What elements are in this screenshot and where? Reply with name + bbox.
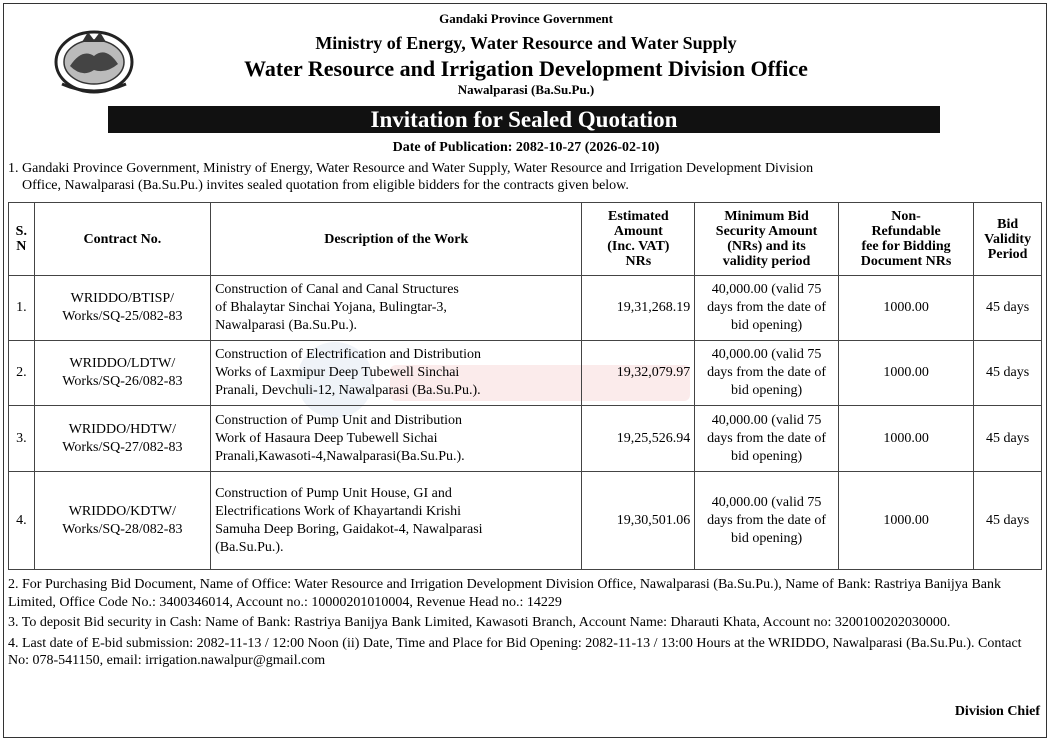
table-row: 1. WRIDDO/BTISP/ Works/SQ-25/082-83 Cons… [8, 275, 1042, 341]
contracts-table: S. N Contract No. Description of the Wor… [8, 202, 1042, 570]
row-bid-security: 40,000.00 (valid 75 days from the date o… [694, 471, 839, 570]
publication-date: Date of Publication: 2082-10-27 (2026-02… [392, 140, 660, 155]
table-row: 2. WRIDDO/LDTW/ Works/SQ-26/082-83 Const… [8, 340, 1042, 406]
row-sn: 1. [8, 275, 35, 341]
row-bid-security: 40,000.00 (valid 75 days from the date o… [694, 340, 839, 406]
notice-title-banner: Invitation for Sealed Quotation [108, 106, 940, 133]
signoff: Division Chief [954, 704, 1040, 719]
notes-section: 2. For Purchasing Bid Document, Name of … [8, 576, 1044, 673]
row-document-fee: 1000.00 [837, 340, 975, 406]
row-bid-validity: 45 days [973, 471, 1042, 570]
note-purchase-document: 2. For Purchasing Bid Document, Name of … [8, 577, 1002, 610]
row-bid-security: 40,000.00 (valid 75 days from the date o… [694, 275, 839, 341]
row-sn: 3. [8, 405, 35, 472]
row-estimated-amount: 19,31,268.19 [581, 275, 696, 341]
intro-line-1: 1. Gandaki Province Government, Ministry… [8, 161, 814, 176]
row-bid-security: 40,000.00 (valid 75 days from the date o… [694, 405, 839, 472]
header-bid-validity: Bid Validity Period [973, 202, 1042, 276]
row-document-fee: 1000.00 [837, 471, 975, 570]
district-heading: Nawalparasi (Ba.Su.Pu.) [457, 82, 595, 97]
row-description: Construction of Electrification and Dist… [210, 340, 583, 406]
note-submission-deadline: 4. Last date of E-bid submission: 2082-1… [8, 635, 1022, 669]
note-bid-security-deposit: 3. To deposit Bid security in Cash: Name… [8, 615, 951, 630]
row-description: Construction of Pump Unit House, GI and … [210, 471, 583, 570]
nepal-emblem-icon [54, 30, 134, 94]
office-heading: Water Resource and Irrigation Developmen… [244, 56, 808, 81]
province-heading: Gandaki Province Government [439, 11, 613, 26]
table-header-row: S. N Contract No. Description of the Wor… [8, 202, 1042, 276]
header-description: Description of the Work [210, 202, 583, 276]
row-contract-no: WRIDDO/HDTW/ Works/SQ-27/082-83 [33, 405, 212, 472]
row-contract-no: WRIDDO/LDTW/ Works/SQ-26/082-83 [33, 340, 212, 406]
header-bid-security: Minimum Bid Security Amount (NRs) and it… [694, 202, 839, 276]
row-description: Construction of Canal and Canal Structur… [210, 275, 583, 341]
table-row: 3. WRIDDO/HDTW/ Works/SQ-27/082-83 Const… [8, 405, 1042, 472]
row-bid-validity: 45 days [973, 340, 1042, 406]
header-estimated-amount: Estimated Amount (Inc. VAT) NRs [581, 202, 696, 276]
row-bid-validity: 45 days [973, 275, 1042, 341]
row-document-fee: 1000.00 [837, 405, 975, 472]
header-document-fee: Non- Refundable fee for Bidding Document… [837, 202, 975, 276]
table-row: 4. WRIDDO/KDTW/ Works/SQ-28/082-83 Const… [8, 471, 1042, 570]
row-estimated-amount: 19,25,526.94 [581, 405, 696, 472]
row-sn: 4. [8, 471, 35, 570]
intro-line-2: Office, Nawalparasi (Ba.Su.Pu.) invites … [22, 178, 629, 193]
row-contract-no: WRIDDO/KDTW/ Works/SQ-28/082-83 [33, 471, 212, 570]
row-contract-no: WRIDDO/BTISP/ Works/SQ-25/082-83 [33, 275, 212, 341]
row-estimated-amount: 19,32,079.97 [581, 340, 696, 406]
header-contract-no: Contract No. [33, 202, 212, 276]
row-description: Construction of Pump Unit and Distributi… [210, 405, 583, 472]
row-estimated-amount: 19,30,501.06 [581, 471, 696, 570]
header-sn: S. N [8, 202, 35, 276]
row-bid-validity: 45 days [973, 405, 1042, 472]
row-document-fee: 1000.00 [837, 275, 975, 341]
ministry-heading: Ministry of Energy, Water Resource and W… [315, 33, 737, 53]
row-sn: 2. [8, 340, 35, 406]
intro-paragraph: 1. Gandaki Province Government, Ministry… [8, 160, 1042, 194]
notice-border [3, 3, 1047, 738]
